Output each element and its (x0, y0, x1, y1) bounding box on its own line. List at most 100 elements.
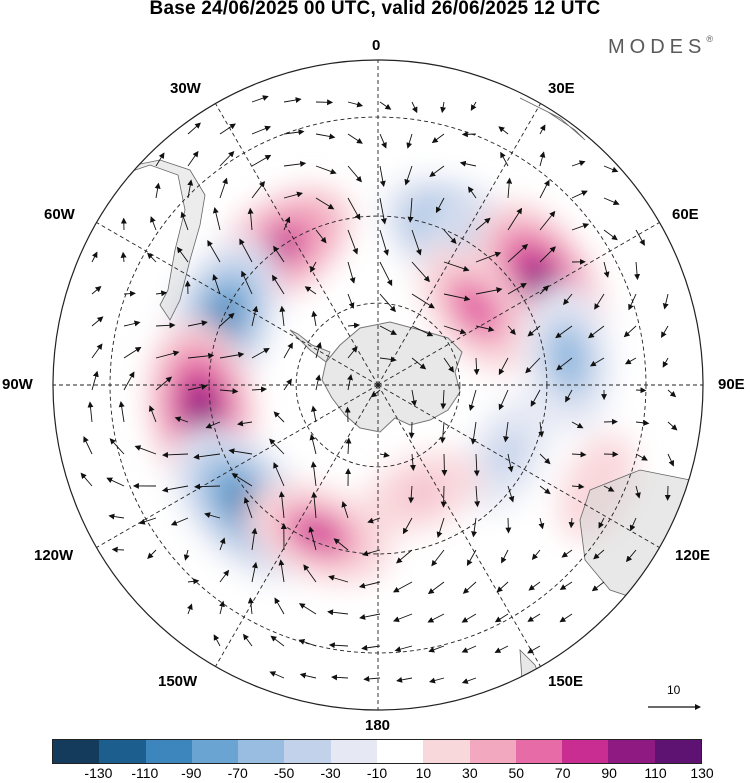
wind-vector (571, 160, 586, 167)
wind-vector (667, 421, 678, 431)
colorbar-tick-label: 10 (415, 765, 432, 781)
wind-vector (475, 217, 491, 231)
meridian-line (377, 222, 660, 386)
wind-vector (571, 483, 585, 490)
wind-vector (494, 645, 509, 653)
wind-vector (435, 197, 445, 214)
wind-vector (347, 346, 358, 359)
wind-vector (471, 517, 478, 538)
wind-vector (219, 351, 245, 359)
wind-vector (310, 261, 317, 273)
wind-vector (194, 483, 221, 490)
wind-vector (231, 473, 253, 487)
wind-vector (155, 290, 168, 297)
wind-vector (91, 316, 104, 327)
wind-vector (155, 350, 180, 359)
wind-vector (251, 181, 266, 199)
wind-vector (473, 453, 480, 477)
wind-vector (561, 549, 573, 558)
anomaly-cell (194, 398, 209, 421)
wind-vector (559, 581, 573, 590)
colorbar-swatch (515, 740, 563, 763)
wind-vector (273, 245, 285, 263)
wind-vector (506, 177, 513, 199)
wind-vector (187, 384, 208, 391)
wind-vector (358, 581, 381, 589)
meridian-line (96, 222, 379, 386)
wind-vector (219, 177, 228, 199)
wind-vector (507, 485, 515, 503)
graticule (53, 60, 703, 710)
label-60e: 60E (672, 206, 699, 223)
wind-vector (404, 165, 413, 186)
wind-vector (531, 549, 541, 560)
wind-vector (187, 603, 193, 615)
wind-vector (603, 197, 620, 206)
anomaly-cell (414, 487, 429, 498)
meridian-line (377, 384, 541, 667)
wind-vector (359, 613, 381, 620)
colorbar-tick-label: 90 (601, 765, 617, 781)
wind-vector (571, 223, 590, 231)
wind-vector (427, 581, 445, 595)
wind-vector (539, 124, 546, 135)
wind-vector (530, 389, 541, 407)
colorbar-swatch (469, 740, 516, 763)
wind-vector (525, 357, 541, 374)
wind-vector (283, 97, 302, 103)
wind-vector (593, 549, 605, 560)
wind-vector (123, 290, 136, 297)
wind-vector (392, 581, 413, 593)
colorbar-tick-label: -10 (366, 765, 388, 781)
wind-vector (436, 517, 445, 538)
wind-vector (623, 325, 637, 338)
label-120w: 120W (34, 547, 74, 564)
wind-vector (207, 240, 221, 263)
wind-vector (80, 472, 93, 487)
wind-vector (308, 526, 317, 551)
wind-vector (527, 645, 541, 654)
wind-vector (174, 416, 189, 423)
wind-vector (408, 485, 415, 504)
wind-vector (379, 293, 396, 313)
latitude-circle (295, 302, 461, 468)
wind-vector (603, 261, 610, 278)
label-30e: 30E (548, 80, 575, 97)
wind-vector (603, 485, 615, 492)
wind-vector (187, 122, 201, 135)
wind-vector (298, 603, 317, 615)
wind-vector (505, 517, 512, 534)
wind-vector (396, 676, 413, 683)
wind-vector (283, 342, 293, 359)
wind-vector (379, 325, 397, 335)
wind-vector (91, 251, 98, 263)
label-150e: 150E (548, 673, 584, 690)
colorbar-tick-label: 70 (554, 765, 571, 781)
wind-vector (212, 274, 221, 295)
wind-vector (361, 644, 381, 651)
wind-vector (507, 243, 529, 263)
meridian-line (215, 103, 379, 386)
south-america (99, 159, 206, 321)
wind-vector (379, 356, 397, 363)
wind-vector (304, 286, 317, 295)
wind-vector (161, 485, 189, 493)
wind-vector (473, 357, 480, 376)
wind-vector (147, 549, 157, 560)
wind-vector (539, 453, 551, 465)
wind-vector (459, 160, 477, 167)
wind-vector (468, 389, 477, 411)
wind-vector (443, 261, 470, 272)
wind-vector (155, 322, 176, 329)
wind-vector (213, 634, 221, 647)
wind-vector (243, 497, 253, 519)
wind-vector (467, 186, 477, 199)
wind-vector (251, 348, 270, 359)
wind-vector (667, 453, 675, 467)
reference-vector-label: 10 (667, 683, 681, 697)
wind-vector (123, 371, 135, 391)
wind-vector (123, 346, 142, 359)
wind-vector (406, 133, 413, 149)
wind-vector (594, 293, 605, 310)
colorbar-tick-label: 50 (508, 765, 525, 781)
